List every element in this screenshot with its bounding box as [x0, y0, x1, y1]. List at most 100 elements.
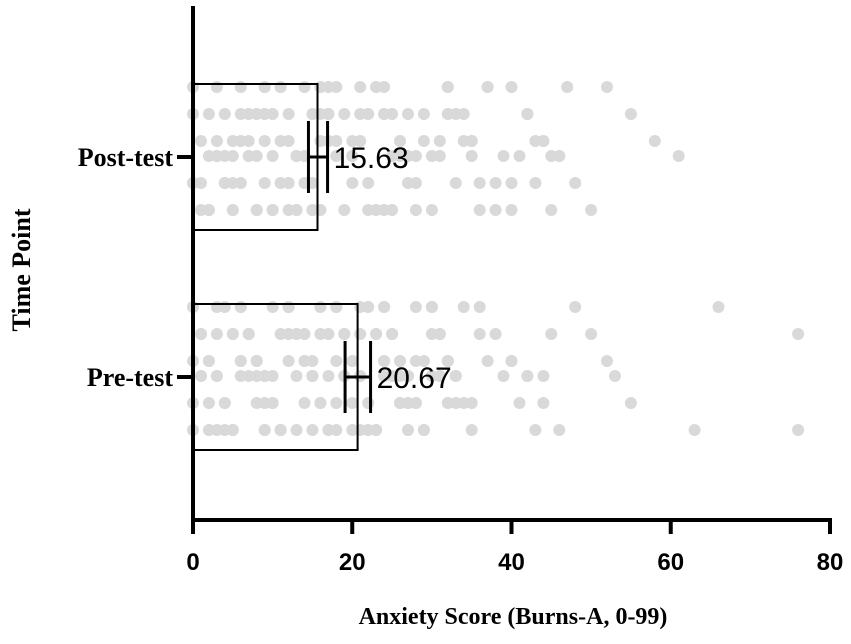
category-label: Post-test — [78, 143, 174, 172]
data-point — [553, 150, 566, 162]
data-point — [330, 355, 343, 367]
data-point — [465, 397, 478, 409]
data-point — [417, 135, 430, 147]
data-point — [394, 135, 406, 147]
data-point — [282, 355, 295, 367]
data-point — [306, 370, 319, 382]
data-point — [354, 301, 367, 313]
data-point — [354, 328, 367, 340]
data-point — [569, 301, 582, 313]
data-point — [529, 135, 542, 147]
value-label: 15.63 — [334, 142, 409, 175]
data-point — [242, 108, 255, 120]
data-point — [378, 204, 391, 216]
data-point — [274, 81, 287, 93]
x-tick-label: 80 — [817, 549, 844, 576]
value-label: 20.67 — [377, 362, 452, 395]
data-point — [569, 177, 582, 189]
data-point — [672, 150, 685, 162]
data-point — [409, 355, 422, 367]
data-point — [792, 328, 805, 340]
x-tick-label: 60 — [657, 549, 684, 576]
data-point — [481, 355, 494, 367]
data-point — [258, 108, 271, 120]
data-point — [282, 108, 295, 120]
data-point — [386, 328, 399, 340]
data-point — [378, 355, 391, 367]
data-point — [473, 204, 486, 216]
data-point — [473, 328, 486, 340]
data-point — [306, 355, 319, 367]
value-labels: 15.63 20.67 — [334, 142, 452, 395]
data-point — [274, 424, 287, 436]
data-point — [258, 177, 271, 189]
data-point — [585, 328, 598, 340]
data-point — [346, 355, 359, 367]
data-point — [314, 301, 327, 313]
data-point — [322, 370, 335, 382]
data-point — [210, 135, 223, 147]
data-point — [449, 370, 462, 382]
data-point — [648, 135, 661, 147]
data-point — [585, 204, 598, 216]
data-point — [433, 135, 446, 147]
data-point — [195, 135, 207, 147]
data-point — [449, 177, 462, 189]
data-point — [362, 204, 375, 216]
data-point — [378, 108, 391, 120]
data-point — [338, 204, 351, 216]
data-point — [441, 355, 454, 367]
y-ticks: Post-test Pre-test — [78, 143, 193, 392]
data-point — [298, 81, 311, 93]
data-point — [425, 370, 438, 382]
data-point — [497, 370, 510, 382]
data-point — [489, 177, 502, 189]
data-point — [330, 397, 343, 409]
data-point — [210, 150, 223, 162]
data-point — [210, 370, 223, 382]
data-point — [601, 81, 613, 93]
data-point — [330, 150, 343, 162]
data-point — [210, 301, 223, 313]
data-point — [234, 301, 247, 313]
data-point — [402, 424, 414, 436]
data-point — [314, 397, 327, 409]
data-point — [505, 355, 518, 367]
data-point — [505, 204, 518, 216]
data-point — [266, 204, 279, 216]
data-point — [290, 204, 303, 216]
data-point — [226, 177, 239, 189]
x-tick-label: 0 — [186, 549, 199, 576]
data-point — [258, 81, 271, 93]
data-point — [314, 328, 327, 340]
data-point — [712, 301, 725, 313]
data-point — [202, 204, 215, 216]
data-point — [322, 81, 335, 93]
data-point — [417, 424, 430, 436]
x-ticks: 0 20 40 60 80 — [186, 520, 843, 576]
data-point — [370, 81, 383, 93]
category-label: Pre-test — [87, 363, 173, 392]
x-tick-label: 40 — [498, 549, 525, 576]
data-point — [346, 177, 359, 189]
data-point — [417, 108, 430, 120]
data-point — [242, 328, 255, 340]
data-point — [290, 424, 303, 436]
data-point — [330, 301, 343, 313]
data-points — [187, 81, 805, 436]
data-point — [346, 150, 359, 162]
data-point — [513, 150, 526, 162]
data-point — [338, 108, 351, 120]
data-point — [624, 108, 637, 120]
data-point — [792, 424, 805, 436]
data-point — [298, 397, 311, 409]
data-point — [242, 150, 255, 162]
data-point — [545, 204, 558, 216]
data-point — [425, 328, 438, 340]
data-point — [505, 81, 518, 93]
data-point — [282, 135, 295, 147]
data-point — [330, 424, 343, 436]
data-point — [521, 108, 534, 120]
data-point — [489, 328, 502, 340]
